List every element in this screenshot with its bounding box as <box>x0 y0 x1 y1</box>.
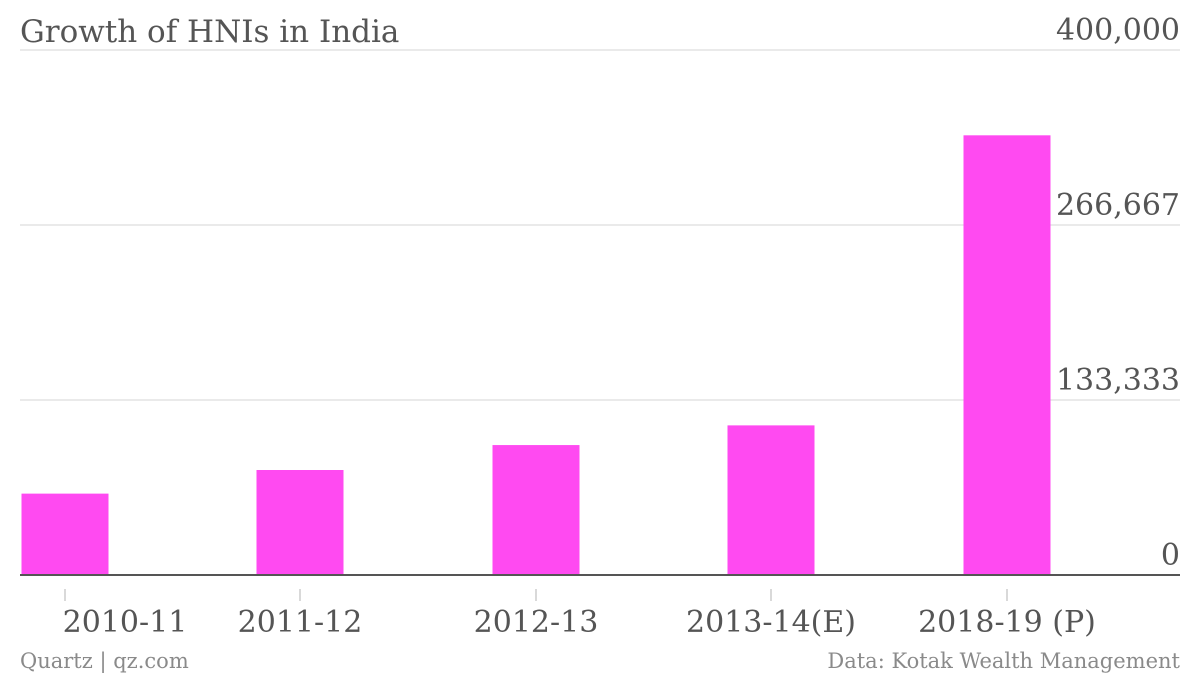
source-credit: Quartz | qz.com <box>20 649 189 674</box>
x-category-label: 2012-13 <box>474 605 599 640</box>
x-category-label: 2010-11 <box>63 605 188 640</box>
data-source: Data: Kotak Wealth Management <box>827 649 1180 673</box>
y-tick-label: 266,667 <box>1056 188 1180 223</box>
bar <box>727 425 815 575</box>
y-tick-label: 0 <box>1161 538 1180 573</box>
x-category-label: 2018-19 (P) <box>918 605 1096 640</box>
x-axis-ticks <box>64 589 1008 601</box>
y-axis-tick-labels: 0 133,333 266,667 400,000 <box>1056 13 1180 573</box>
chart-title: Growth of HNIs in India <box>20 14 399 50</box>
x-axis-category-labels: 2010-11 2011-12 2012-13 2013-14(E) 2018-19 (… <box>63 605 1096 640</box>
x-category-label: 2011-12 <box>238 605 363 640</box>
bars <box>21 135 1051 575</box>
x-category-label: 2013-14(E) <box>686 605 856 640</box>
bar <box>256 470 344 575</box>
bar <box>21 493 109 575</box>
bar <box>963 135 1051 575</box>
y-tick-label: 133,333 <box>1056 363 1180 398</box>
y-tick-label: 400,000 <box>1056 13 1180 48</box>
bar <box>492 445 580 575</box>
